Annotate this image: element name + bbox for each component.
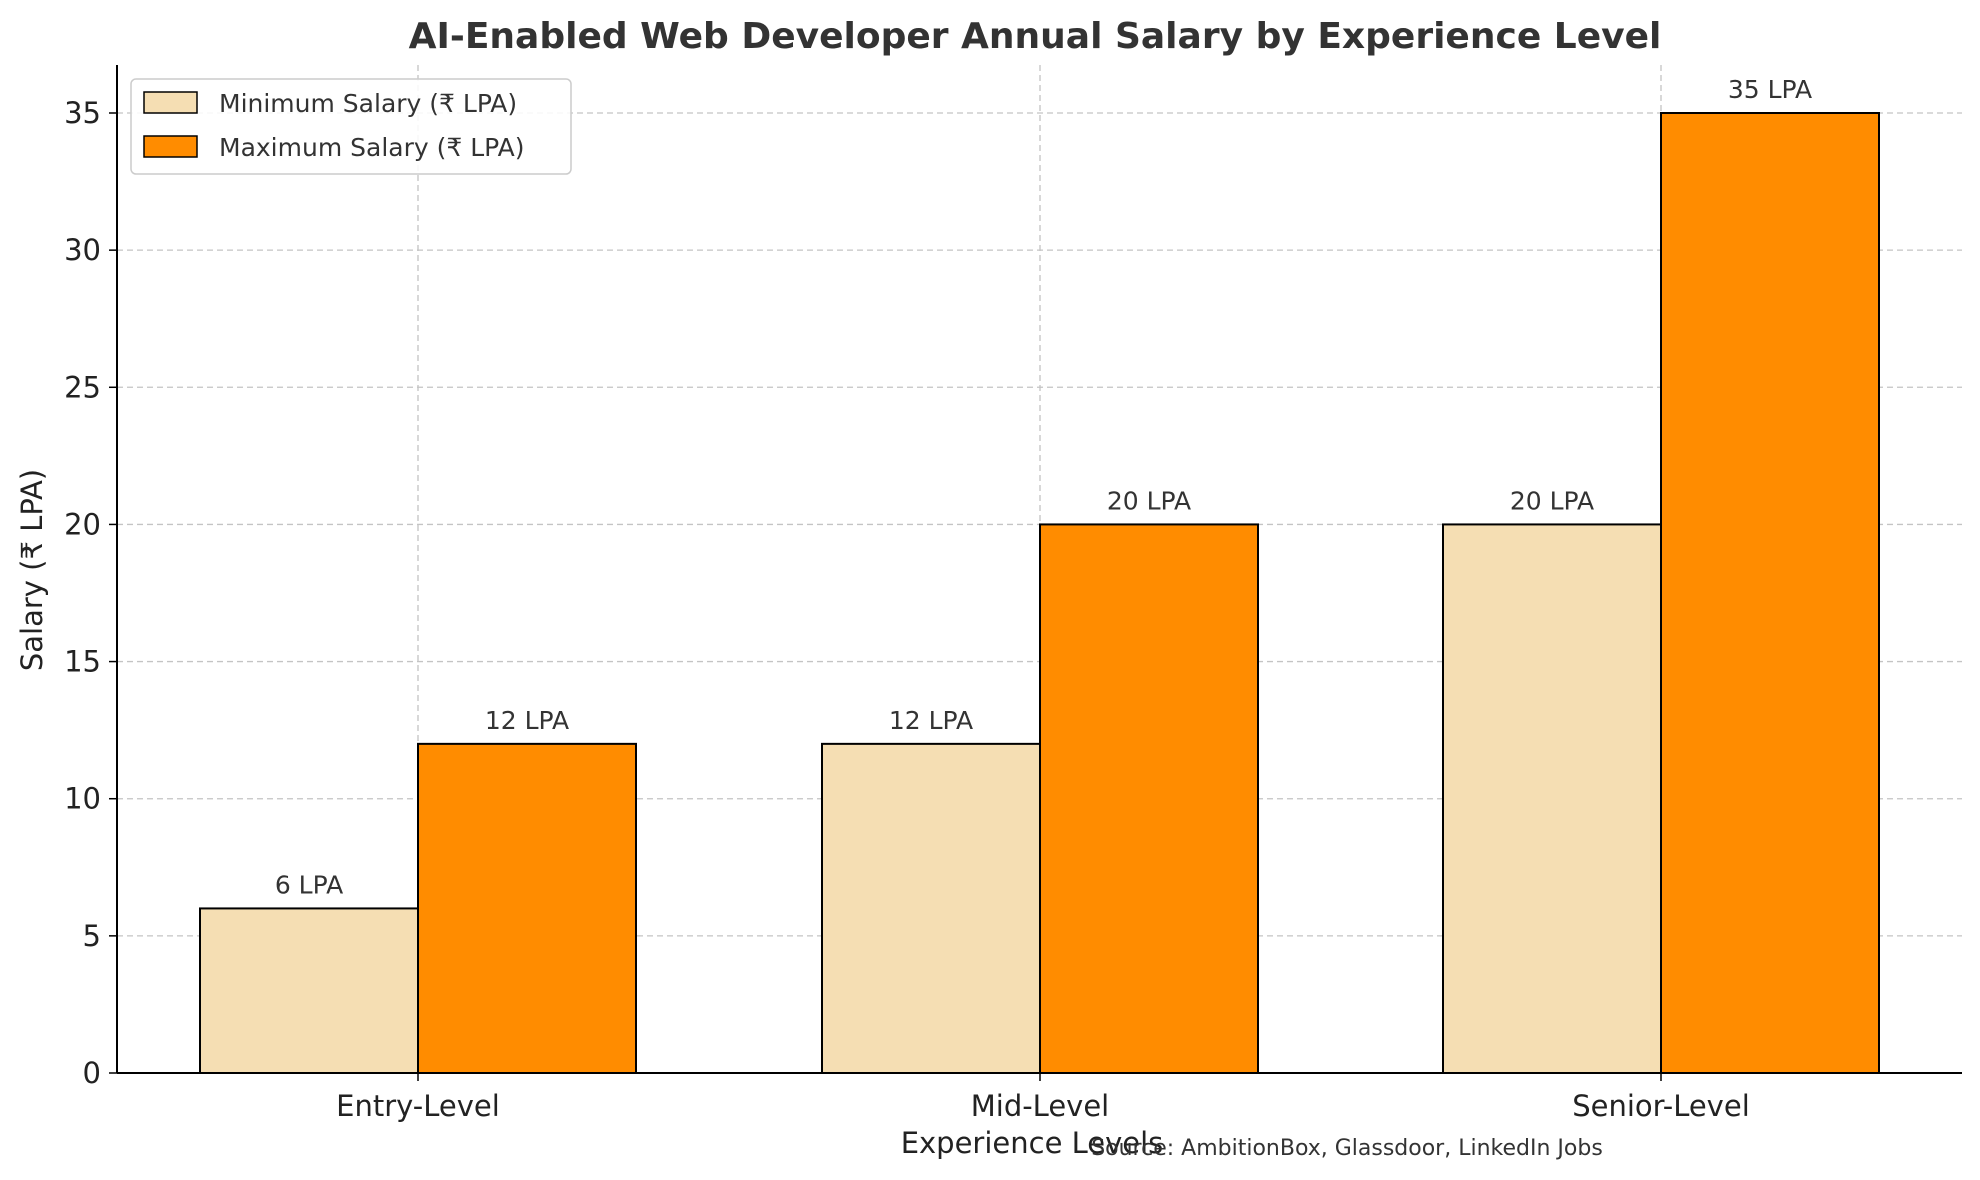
x-tick-label-senior-level: Senior-Level (1572, 1089, 1750, 1123)
bar-label-max-entry-level: 12 LPA (485, 706, 569, 735)
bar-labels: 6 LPA 12 LPA 12 LPA 20 LPA 20 LPA 35 LPA (275, 75, 1812, 899)
bar-label-min-senior-level: 20 LPA (1510, 486, 1594, 515)
legend-swatch-maximum (143, 135, 198, 158)
bar-max-mid-level (1039, 523, 1259, 1074)
bar-max-entry-level (417, 742, 637, 1074)
ticks: 0 5 10 15 20 25 30 35 Entry-Level Mid-Level Senior… (64, 96, 1750, 1123)
bar-min-entry-level (199, 907, 419, 1075)
y-tick-label-15: 15 (64, 645, 101, 679)
legend-label-maximum: Maximum Salary (₹ LPA) (219, 133, 524, 162)
y-tick-label-5: 5 (83, 919, 101, 953)
bar-label-max-mid-level: 20 LPA (1107, 486, 1191, 515)
x-tick-label-mid-level: Mid-Level (971, 1089, 1110, 1123)
bar-label-min-mid-level: 12 LPA (889, 706, 973, 735)
bar-label-max-senior-level: 35 LPA (1728, 75, 1812, 104)
bar-max-senior-level (1660, 112, 1880, 1074)
y-axis-label: Salary (₹ LPA) (15, 469, 49, 671)
bar-label-min-entry-level: 6 LPA (275, 870, 343, 899)
x-tick-label-entry-level: Entry-Level (336, 1089, 500, 1123)
legend-frame (130, 78, 572, 175)
legend-label-minimum: Minimum Salary (₹ LPA) (219, 89, 517, 118)
y-tick-label-10: 10 (64, 782, 101, 816)
bar-min-senior-level (1442, 523, 1662, 1074)
legend-swatch-minimum (143, 91, 198, 114)
y-tick-label-25: 25 (64, 370, 101, 404)
x-axis-label: Experience Levels (901, 1126, 1164, 1160)
chart-title: AI-Enabled Web Developer Annual Salary b… (409, 16, 1662, 57)
y-tick-label-20: 20 (64, 507, 101, 541)
bars (199, 112, 1880, 1075)
legend: Minimum Salary (₹ LPA) Maximum Salary (₹… (130, 78, 572, 175)
y-tick-label-30: 30 (64, 233, 101, 267)
y-tick-label-35: 35 (64, 96, 101, 130)
source-note: Source: AmbitionBox, Glassdoor, LinkedIn… (1091, 1136, 1603, 1161)
y-tick-label-0: 0 (83, 1056, 101, 1090)
bar-min-mid-level (821, 742, 1041, 1074)
